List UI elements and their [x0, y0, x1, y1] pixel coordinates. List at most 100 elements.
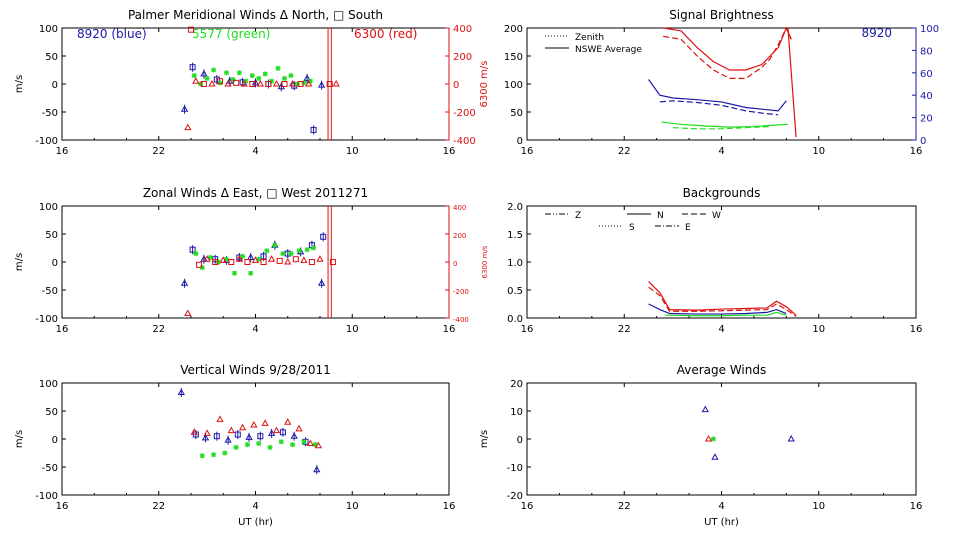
x-axis-label: UT (hr): [704, 517, 739, 528]
data-point: [191, 73, 197, 79]
y-tick-label: -10: [507, 463, 523, 474]
data-point: [278, 439, 284, 445]
data-point: [211, 452, 217, 458]
data-point: [305, 79, 313, 87]
data-point: [314, 441, 323, 449]
series-blue: [701, 405, 795, 460]
series-line-green: [672, 125, 771, 130]
annotation-label: 8920 (blue): [77, 27, 147, 41]
x-tick-label: 22: [152, 324, 165, 335]
data-point: [213, 433, 220, 440]
data-point: [264, 248, 270, 254]
legend-label: NSWE Average: [575, 45, 642, 55]
right-y-tick-label: 100: [920, 24, 939, 35]
data-point: [216, 415, 224, 422]
data-point: [192, 77, 200, 84]
data-point: [180, 105, 189, 112]
data-point: [295, 424, 303, 432]
data-point: [292, 256, 299, 263]
series-blue: [177, 388, 321, 475]
x-tick-label: 10: [346, 324, 359, 335]
data-point: [215, 259, 221, 265]
y-tick-label: 100: [39, 379, 58, 390]
x-tick-label: 16: [521, 324, 534, 335]
data-point: [307, 78, 313, 84]
chart-title: Palmer Meridional Winds Δ North, □ South: [128, 8, 383, 22]
data-point: [211, 67, 217, 73]
data-point: [232, 270, 238, 276]
series-line-red: [663, 26, 792, 71]
x-tick-label: 16: [443, 501, 456, 512]
series-green: [710, 436, 716, 442]
y-tick-label: -100: [35, 491, 58, 502]
chart-meridional: Palmer Meridional Winds Δ North, □ South…: [14, 8, 490, 157]
x-tick-label: 10: [346, 501, 359, 512]
x-tick-label: 22: [618, 501, 631, 512]
x-tick-label: 22: [152, 146, 165, 157]
data-point: [235, 255, 244, 262]
data-point: [184, 123, 192, 131]
data-point: [228, 259, 235, 265]
series-line-red: [648, 286, 797, 317]
plot-frame: [61, 382, 450, 496]
data-point: [272, 79, 281, 87]
x-tick-label: 10: [812, 146, 825, 157]
right-y-tick-label: 400: [453, 204, 466, 212]
x-tick-label: 16: [521, 501, 534, 512]
series-line-blue: [659, 100, 779, 116]
data-point: [217, 78, 224, 85]
series-red: [190, 415, 323, 449]
chart-title: Backgrounds: [683, 186, 761, 200]
data-point: [177, 388, 185, 396]
legend-label: N: [657, 211, 664, 221]
data-point: [244, 442, 250, 448]
y-tick-label: 50: [45, 52, 58, 63]
data-point: [276, 257, 283, 264]
y-tick-label: -20: [507, 491, 523, 502]
y-axis-label: m/s: [14, 75, 25, 93]
annotation-label: 5577 (green): [192, 27, 270, 41]
data-point: [193, 251, 199, 257]
data-point: [227, 426, 235, 434]
data-point: [249, 73, 255, 79]
x-tick-label: 16: [56, 501, 69, 512]
data-point: [196, 261, 203, 268]
data-point: [208, 79, 216, 87]
x-tick-label: 16: [56, 324, 69, 335]
data-point: [233, 79, 240, 86]
right-y-tick-label: 200: [453, 52, 472, 63]
data-point: [275, 65, 281, 71]
legend-label: W: [712, 211, 721, 221]
data-point: [317, 279, 326, 286]
data-point: [256, 79, 264, 87]
y-tick-label: 100: [39, 24, 58, 35]
data-point: [301, 80, 307, 86]
y-tick-label: 50: [510, 108, 523, 119]
right-y-tick-label: -400: [453, 136, 476, 147]
x-tick-label: 10: [346, 146, 359, 157]
data-point: [301, 439, 307, 445]
series-green: [191, 65, 313, 87]
data-point: [223, 70, 229, 76]
y-tick-label: 200: [504, 24, 523, 35]
plot-frame: [526, 205, 917, 319]
data-point: [280, 251, 286, 257]
x-tick-label: 22: [152, 501, 165, 512]
data-point: [326, 81, 333, 87]
y-tick-label: 100: [504, 80, 523, 91]
series-line-blue: [648, 303, 787, 315]
data-point: [310, 126, 317, 133]
data-point: [306, 439, 314, 446]
right-axis-label: 6300 m/s: [479, 61, 490, 108]
x-tick-label: 16: [443, 146, 456, 157]
x-tick-label: 10: [812, 324, 825, 335]
y-tick-label: 0: [517, 435, 523, 446]
data-point: [261, 419, 269, 426]
y-axis-label: m/s: [14, 253, 25, 271]
x-tick-label: 22: [618, 146, 631, 157]
data-point: [180, 279, 189, 286]
data-point: [279, 429, 286, 436]
